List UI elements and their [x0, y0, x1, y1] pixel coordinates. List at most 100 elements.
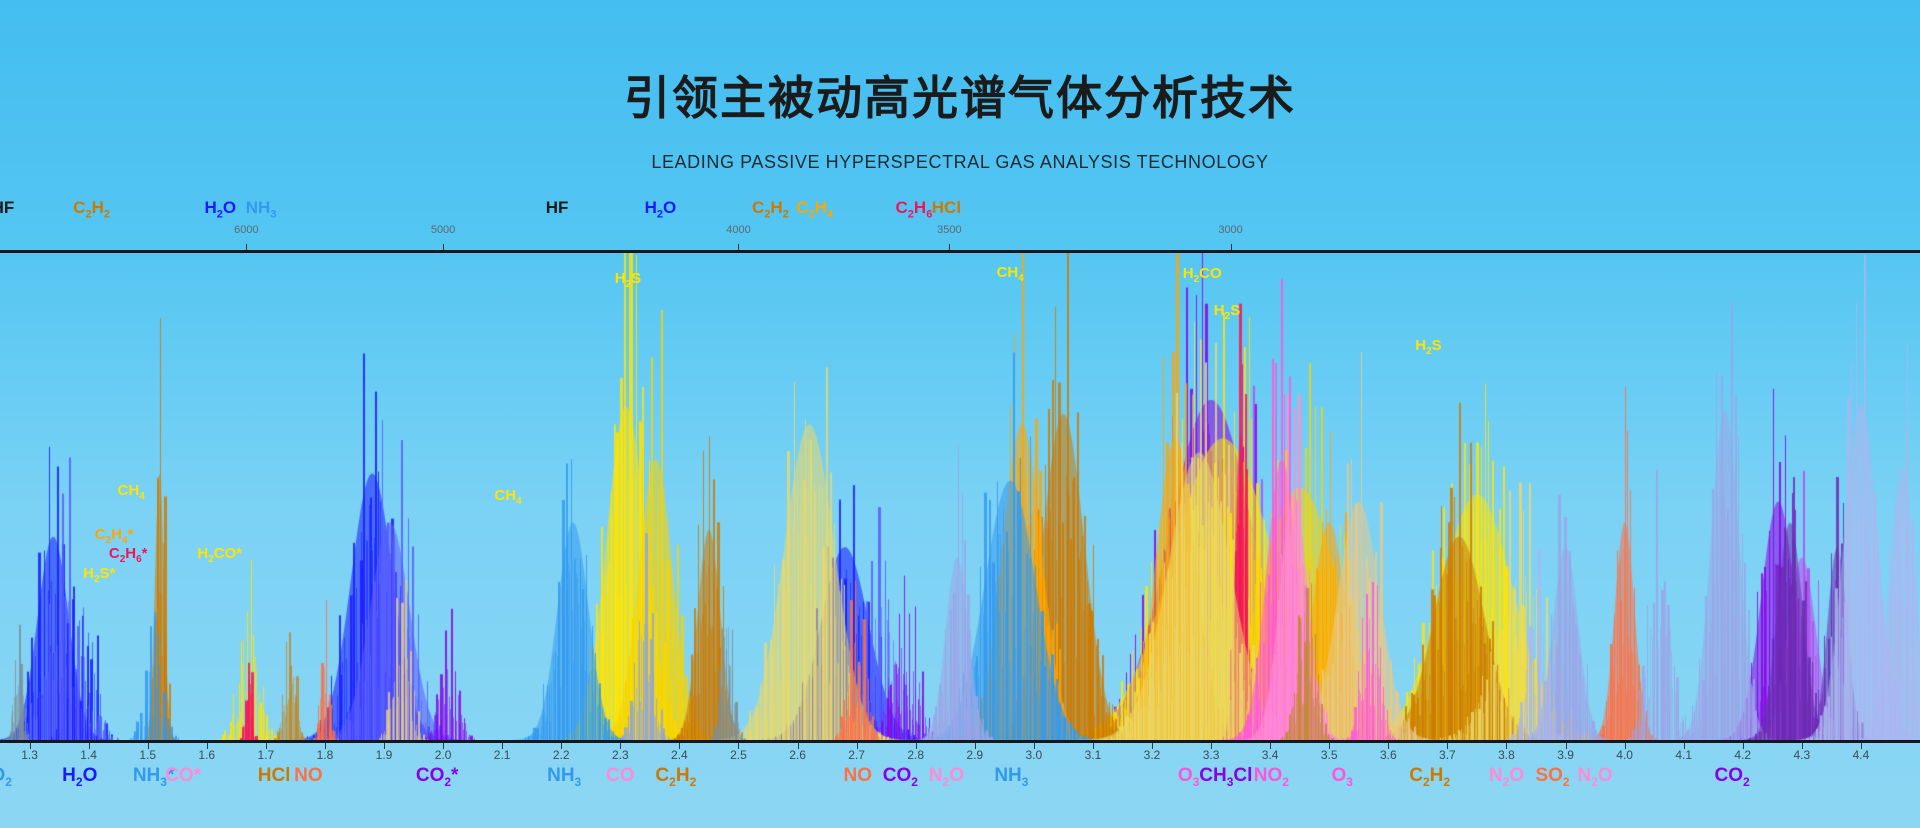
wavelength-tick-label: 2.2 — [552, 748, 570, 762]
wavelength-tick-mark — [974, 743, 976, 749]
spectrum-canvas — [0, 253, 1920, 740]
wavelength-tick-label: 2.7 — [848, 748, 865, 762]
wavenumber-tick-label: 3000 — [1218, 224, 1243, 236]
wavelength-tick-label: 3.0 — [1025, 748, 1043, 762]
bottom-gas-label: NH3 — [994, 765, 1029, 789]
bottom-gas-label: CO* — [165, 765, 202, 786]
inline-gas-label: H2S — [614, 270, 642, 291]
wavelength-tick-label: 2.9 — [966, 748, 984, 762]
bottom-gas-label: CH3Cl — [1199, 765, 1253, 789]
bottom-gas-label: N2O — [1577, 765, 1613, 789]
wavelength-tick-label: 3.9 — [1557, 748, 1574, 762]
wavelength-tick-mark — [88, 743, 90, 749]
bottom-gas-label: C2H2 — [655, 765, 697, 789]
wavelength-tick-label: 3.8 — [1498, 748, 1515, 762]
wavelength-tick-mark — [620, 743, 622, 749]
bottom-gas-label: H2O — [62, 765, 98, 789]
wavelength-tick-label: 1.7 — [257, 748, 275, 762]
wavelength-tick-label: 3.2 — [1143, 748, 1161, 762]
wavelength-tick-mark — [1624, 743, 1626, 749]
wavenumber-tick-mark — [443, 244, 445, 251]
bottom-axis-line — [0, 740, 1920, 743]
top-gas-label: HF — [0, 198, 15, 217]
wavelength-tick-label: 3.4 — [1261, 748, 1279, 762]
wavenumber-tick-mark — [738, 244, 740, 251]
wavenumber-tick-label: 6000 — [234, 224, 259, 236]
wavelength-tick-mark — [856, 743, 858, 749]
wavenumber-tick-mark — [949, 244, 951, 251]
wavelength-tick-label: 2.3 — [611, 748, 629, 762]
wavelength-tick-mark — [561, 743, 563, 749]
wavenumber-tick-mark — [246, 244, 248, 251]
wavelength-tick-label: 1.3 — [21, 748, 38, 762]
bottom-gas-label: CO2 — [882, 765, 918, 789]
inline-gas-label: H2CO — [1182, 265, 1222, 286]
bottom-gas-label: NO2 — [1253, 765, 1289, 789]
wavenumber-tick-mark — [1230, 244, 1232, 251]
top-gas-label: H2O — [204, 198, 237, 221]
wavelength-tick-label: 3.3 — [1202, 748, 1220, 762]
wavelength-tick-label: 2.1 — [493, 748, 511, 762]
inline-gas-label: CH4 — [117, 481, 145, 502]
bottom-gas-label: O3 — [1331, 765, 1353, 789]
wavelength-tick-label: 1.6 — [198, 748, 216, 762]
wavelength-tick-label: 1.8 — [316, 748, 334, 762]
bottom-gas-label: CO2 — [1714, 765, 1750, 789]
wavelength-tick-label: 1.9 — [375, 748, 393, 762]
wavelength-tick-label: 2.6 — [789, 748, 806, 762]
inline-gas-label: H2S — [1415, 336, 1442, 357]
bottom-gas-label: CO — [606, 765, 635, 786]
wavelength-tick-label: 2.5 — [730, 748, 747, 762]
bottom-gas-label: HCl — [257, 765, 291, 786]
wavelength-tick-label: 3.7 — [1439, 748, 1456, 762]
wavenumber-tick-label: 5000 — [430, 224, 456, 236]
wavelength-tick-mark — [1801, 743, 1803, 749]
wavelength-tick-mark — [1388, 743, 1390, 749]
inline-gas-label: H2CO* — [197, 545, 243, 566]
wavelength-tick-mark — [206, 743, 208, 749]
bottom-gas-label: NO — [294, 765, 323, 786]
bottom-gas-label: NH3 — [547, 765, 582, 789]
wavelength-tick-mark — [265, 743, 267, 749]
wavelength-tick-mark — [1447, 743, 1449, 749]
bottom-gas-label: CO2* — [415, 765, 459, 789]
inline-gas-label: H2S — [1213, 301, 1241, 322]
bottom-gas-label: NH3* — [132, 765, 175, 789]
bottom-gas-label: NO — [843, 765, 873, 786]
top-gas-label: C2H6 — [895, 198, 933, 221]
top-gas-label: H2O — [644, 198, 677, 221]
wavelength-tick-mark — [915, 743, 917, 749]
bottom-gas-label: SO2 — [1535, 765, 1570, 789]
page-title: 引领主被动高光谱气体分析技术 — [624, 71, 1296, 125]
bottom-gas-label: N2O — [928, 765, 965, 789]
top-gas-label: HF — [545, 198, 569, 217]
top-gas-label: C2H4 — [796, 198, 834, 221]
wavelength-tick-label: 3.1 — [1084, 748, 1102, 762]
page-header: 引领主被动高光谱气体分析技术 LEADING PASSIVE HYPERSPEC… — [0, 0, 1920, 196]
wavelength-tick-mark — [1033, 743, 1035, 749]
wavelength-tick-mark — [147, 743, 149, 749]
top-gas-label: NH3 — [245, 198, 277, 221]
bottom-gas-label: C2H2 — [1409, 765, 1451, 789]
wavelength-tick-mark — [1092, 743, 1094, 749]
wavelength-tick-label: 3.5 — [1320, 748, 1338, 762]
wavelength-tick-mark — [1565, 743, 1567, 749]
wavelength-tick-mark — [384, 743, 385, 749]
wavelength-tick-label: 4.2 — [1734, 748, 1752, 762]
top-gas-label: C2H2 — [73, 198, 110, 221]
top-axis-line — [0, 250, 1920, 253]
top-gas-label: HCl — [931, 198, 962, 217]
wavelength-tick-label: 2.4 — [671, 748, 688, 762]
wavelength-tick-mark — [324, 743, 326, 749]
wavelength-tick-label: 2.8 — [907, 748, 925, 762]
inline-gas-label: C2H6* — [108, 545, 148, 566]
wavelength-tick-label: 4.3 — [1793, 748, 1811, 762]
wavelength-tick-mark — [502, 743, 504, 749]
wavelength-tick-mark — [679, 743, 681, 749]
top-gas-label: C2H2 — [751, 198, 789, 221]
wavelength-tick-label: 4.0 — [1616, 748, 1633, 762]
wavenumber-tick-label: 4000 — [726, 224, 751, 236]
inline-gas-label: CH4 — [494, 486, 522, 507]
bottom-gas-label: O3 — [1177, 765, 1200, 789]
